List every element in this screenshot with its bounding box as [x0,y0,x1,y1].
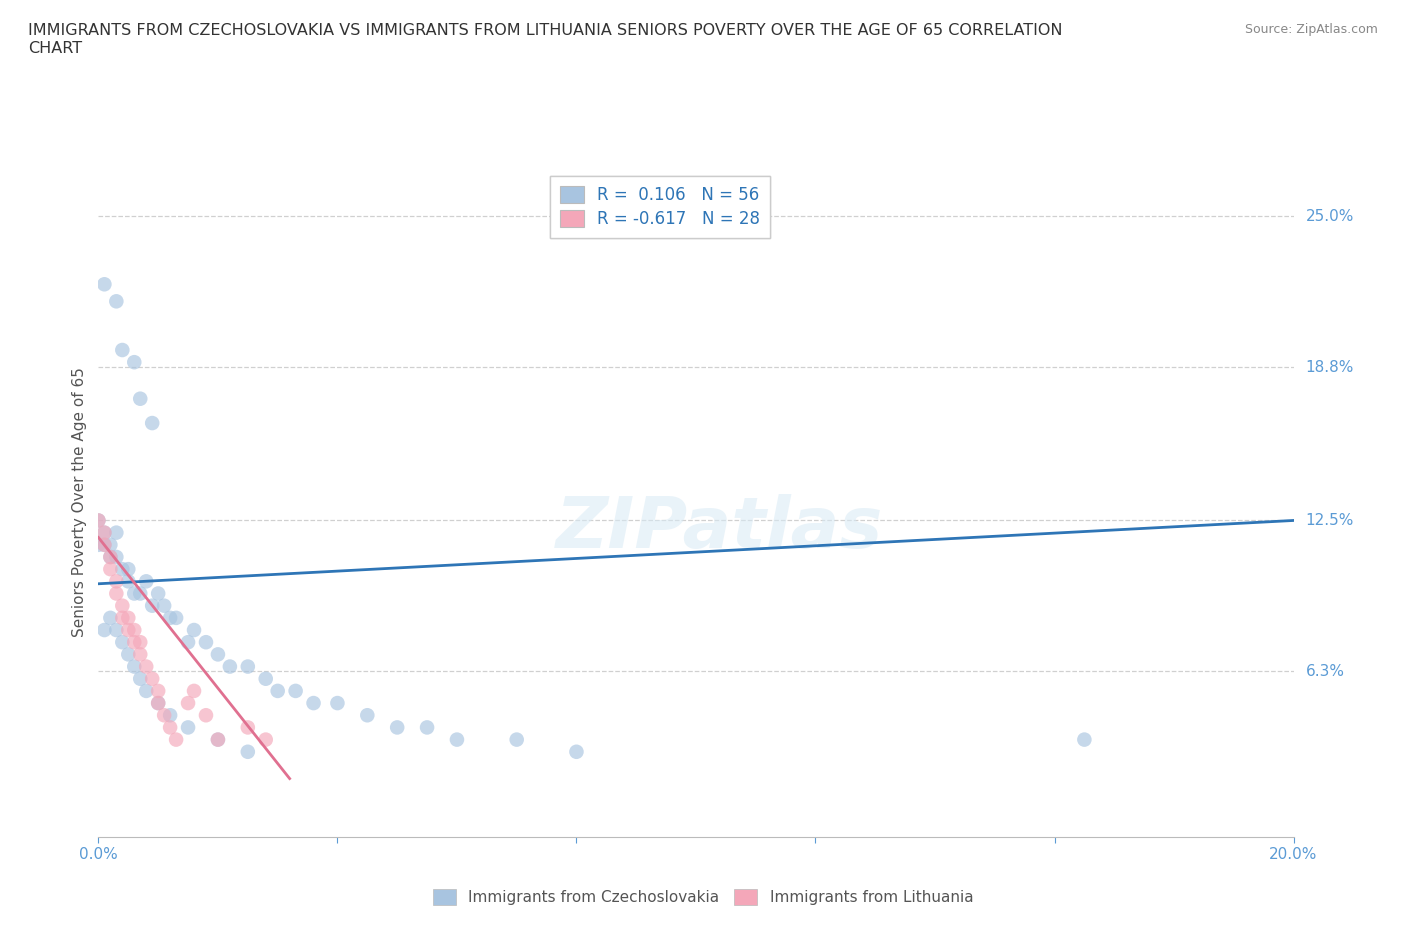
Point [98,610,122,625]
Point [267,684,290,698]
Point [159,708,181,723]
Point [416,720,439,735]
Point [135,574,157,589]
Point [93,277,115,292]
Point [236,744,259,759]
Text: IMMIGRANTS FROM CZECHOSLOVAKIA VS IMMIGRANTS FROM LITHUANIA SENIORS POVERTY OVER: IMMIGRANTS FROM CZECHOSLOVAKIA VS IMMIGR… [28,23,1063,56]
Point [117,610,139,625]
Point [219,659,242,674]
Text: 6.3%: 6.3% [1305,664,1344,679]
Text: Source: ZipAtlas.com: Source: ZipAtlas.com [1244,23,1378,36]
Point [236,720,259,735]
Point [153,708,176,723]
Point [207,732,229,747]
Point [207,647,229,662]
Point [87,513,110,528]
Point [105,550,128,565]
Point [105,294,128,309]
Point [124,354,146,369]
Point [93,538,115,552]
Point [105,622,128,637]
Point [117,647,139,662]
Point [159,720,181,735]
Point [254,732,277,747]
Point [302,696,325,711]
Point [98,550,122,565]
Point [93,525,115,540]
Point [326,696,349,711]
Point [117,574,139,589]
Point [111,598,134,613]
Point [165,732,187,747]
Point [165,610,187,625]
Y-axis label: Seniors Poverty Over the Age of 65: Seniors Poverty Over the Age of 65 [72,367,87,637]
Point [105,525,128,540]
Point [129,586,152,601]
Point [129,647,152,662]
Point [93,622,115,637]
Point [87,513,110,528]
Legend: R =  0.106   N = 56, R = -0.617   N = 28: R = 0.106 N = 56, R = -0.617 N = 28 [550,176,770,238]
Point [117,562,139,577]
Point [177,696,200,711]
Point [93,525,115,540]
Text: 12.5%: 12.5% [1305,513,1354,528]
Point [183,622,205,637]
Point [129,671,152,686]
Point [129,635,152,650]
Point [129,392,152,406]
Point [111,342,134,357]
Point [111,610,134,625]
Point [506,732,529,747]
Point [194,708,218,723]
Point [141,598,163,613]
Point [159,610,181,625]
Point [98,562,122,577]
Text: ZIPatlas: ZIPatlas [557,495,883,564]
Point [117,622,139,637]
Point [105,586,128,601]
Point [254,671,277,686]
Point [148,696,170,711]
Point [141,416,163,431]
Point [284,684,307,698]
Point [98,550,122,565]
Point [236,659,259,674]
Legend: Immigrants from Czechoslovakia, Immigrants from Lithuania: Immigrants from Czechoslovakia, Immigran… [425,882,981,913]
Point [153,598,176,613]
Point [93,538,115,552]
Point [87,538,110,552]
Point [177,720,200,735]
Point [105,574,128,589]
Point [98,538,122,552]
Point [194,635,218,650]
Point [135,659,157,674]
Text: 25.0%: 25.0% [1305,208,1354,223]
Text: 18.8%: 18.8% [1305,360,1354,375]
Point [135,684,157,698]
Point [1073,732,1095,747]
Point [385,720,409,735]
Point [565,744,588,759]
Point [124,586,146,601]
Point [111,562,134,577]
Point [148,586,170,601]
Point [356,708,378,723]
Point [207,732,229,747]
Point [141,671,163,686]
Point [148,684,170,698]
Point [124,622,146,637]
Point [111,635,134,650]
Point [148,696,170,711]
Point [124,635,146,650]
Point [446,732,468,747]
Point [177,635,200,650]
Point [124,659,146,674]
Point [183,684,205,698]
